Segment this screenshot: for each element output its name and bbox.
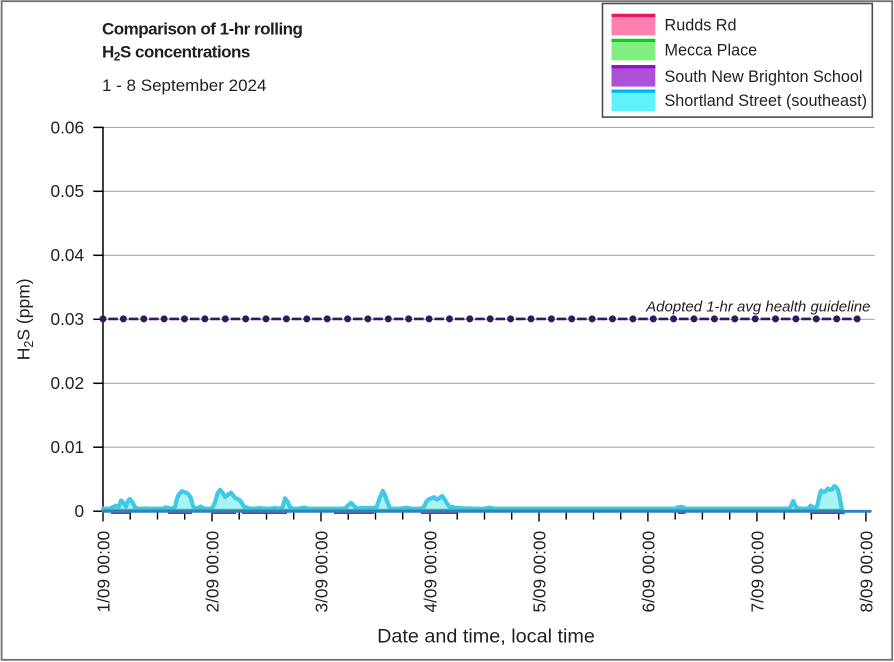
svg-text:0: 0 [74, 501, 84, 521]
svg-text:H2S (ppm): H2S (ppm) [14, 278, 37, 360]
svg-text:Rudds Rd: Rudds Rd [665, 17, 737, 35]
svg-text:H2S concentrations: H2S concentrations [102, 43, 250, 64]
svg-text:Adopted 1-hr avg health guidel: Adopted 1-hr avg health guideline [645, 298, 870, 315]
svg-text:1/09 00:00: 1/09 00:00 [93, 531, 113, 613]
svg-text:6/09 00:00: 6/09 00:00 [638, 531, 658, 613]
svg-text:0.02: 0.02 [51, 373, 84, 393]
svg-text:0.06: 0.06 [51, 117, 84, 137]
svg-text:0.05: 0.05 [51, 181, 84, 201]
svg-text:Date and time, local time: Date and time, local time [377, 626, 595, 648]
svg-text:0.04: 0.04 [51, 245, 85, 265]
svg-text:Comparison of 1-hr rolling: Comparison of 1-hr rolling [102, 19, 303, 38]
svg-text:2/09 00:00: 2/09 00:00 [202, 531, 222, 613]
svg-text:3/09 00:00: 3/09 00:00 [311, 531, 331, 613]
svg-text:South New Brighton School: South New Brighton School [665, 68, 863, 86]
svg-text:5/09 00:00: 5/09 00:00 [529, 531, 549, 613]
svg-text:Mecca Place: Mecca Place [665, 41, 758, 59]
svg-text:7/09 00:00: 7/09 00:00 [747, 531, 767, 613]
svg-text:Shortland Street (southeast): Shortland Street (southeast) [665, 92, 867, 110]
svg-text:8/09 00:00: 8/09 00:00 [856, 531, 876, 613]
svg-text:0.01: 0.01 [51, 437, 84, 457]
svg-text:4/09 00:00: 4/09 00:00 [420, 531, 440, 613]
svg-text:1 - 8 September 2024: 1 - 8 September 2024 [102, 76, 266, 95]
svg-text:0.03: 0.03 [51, 309, 84, 329]
